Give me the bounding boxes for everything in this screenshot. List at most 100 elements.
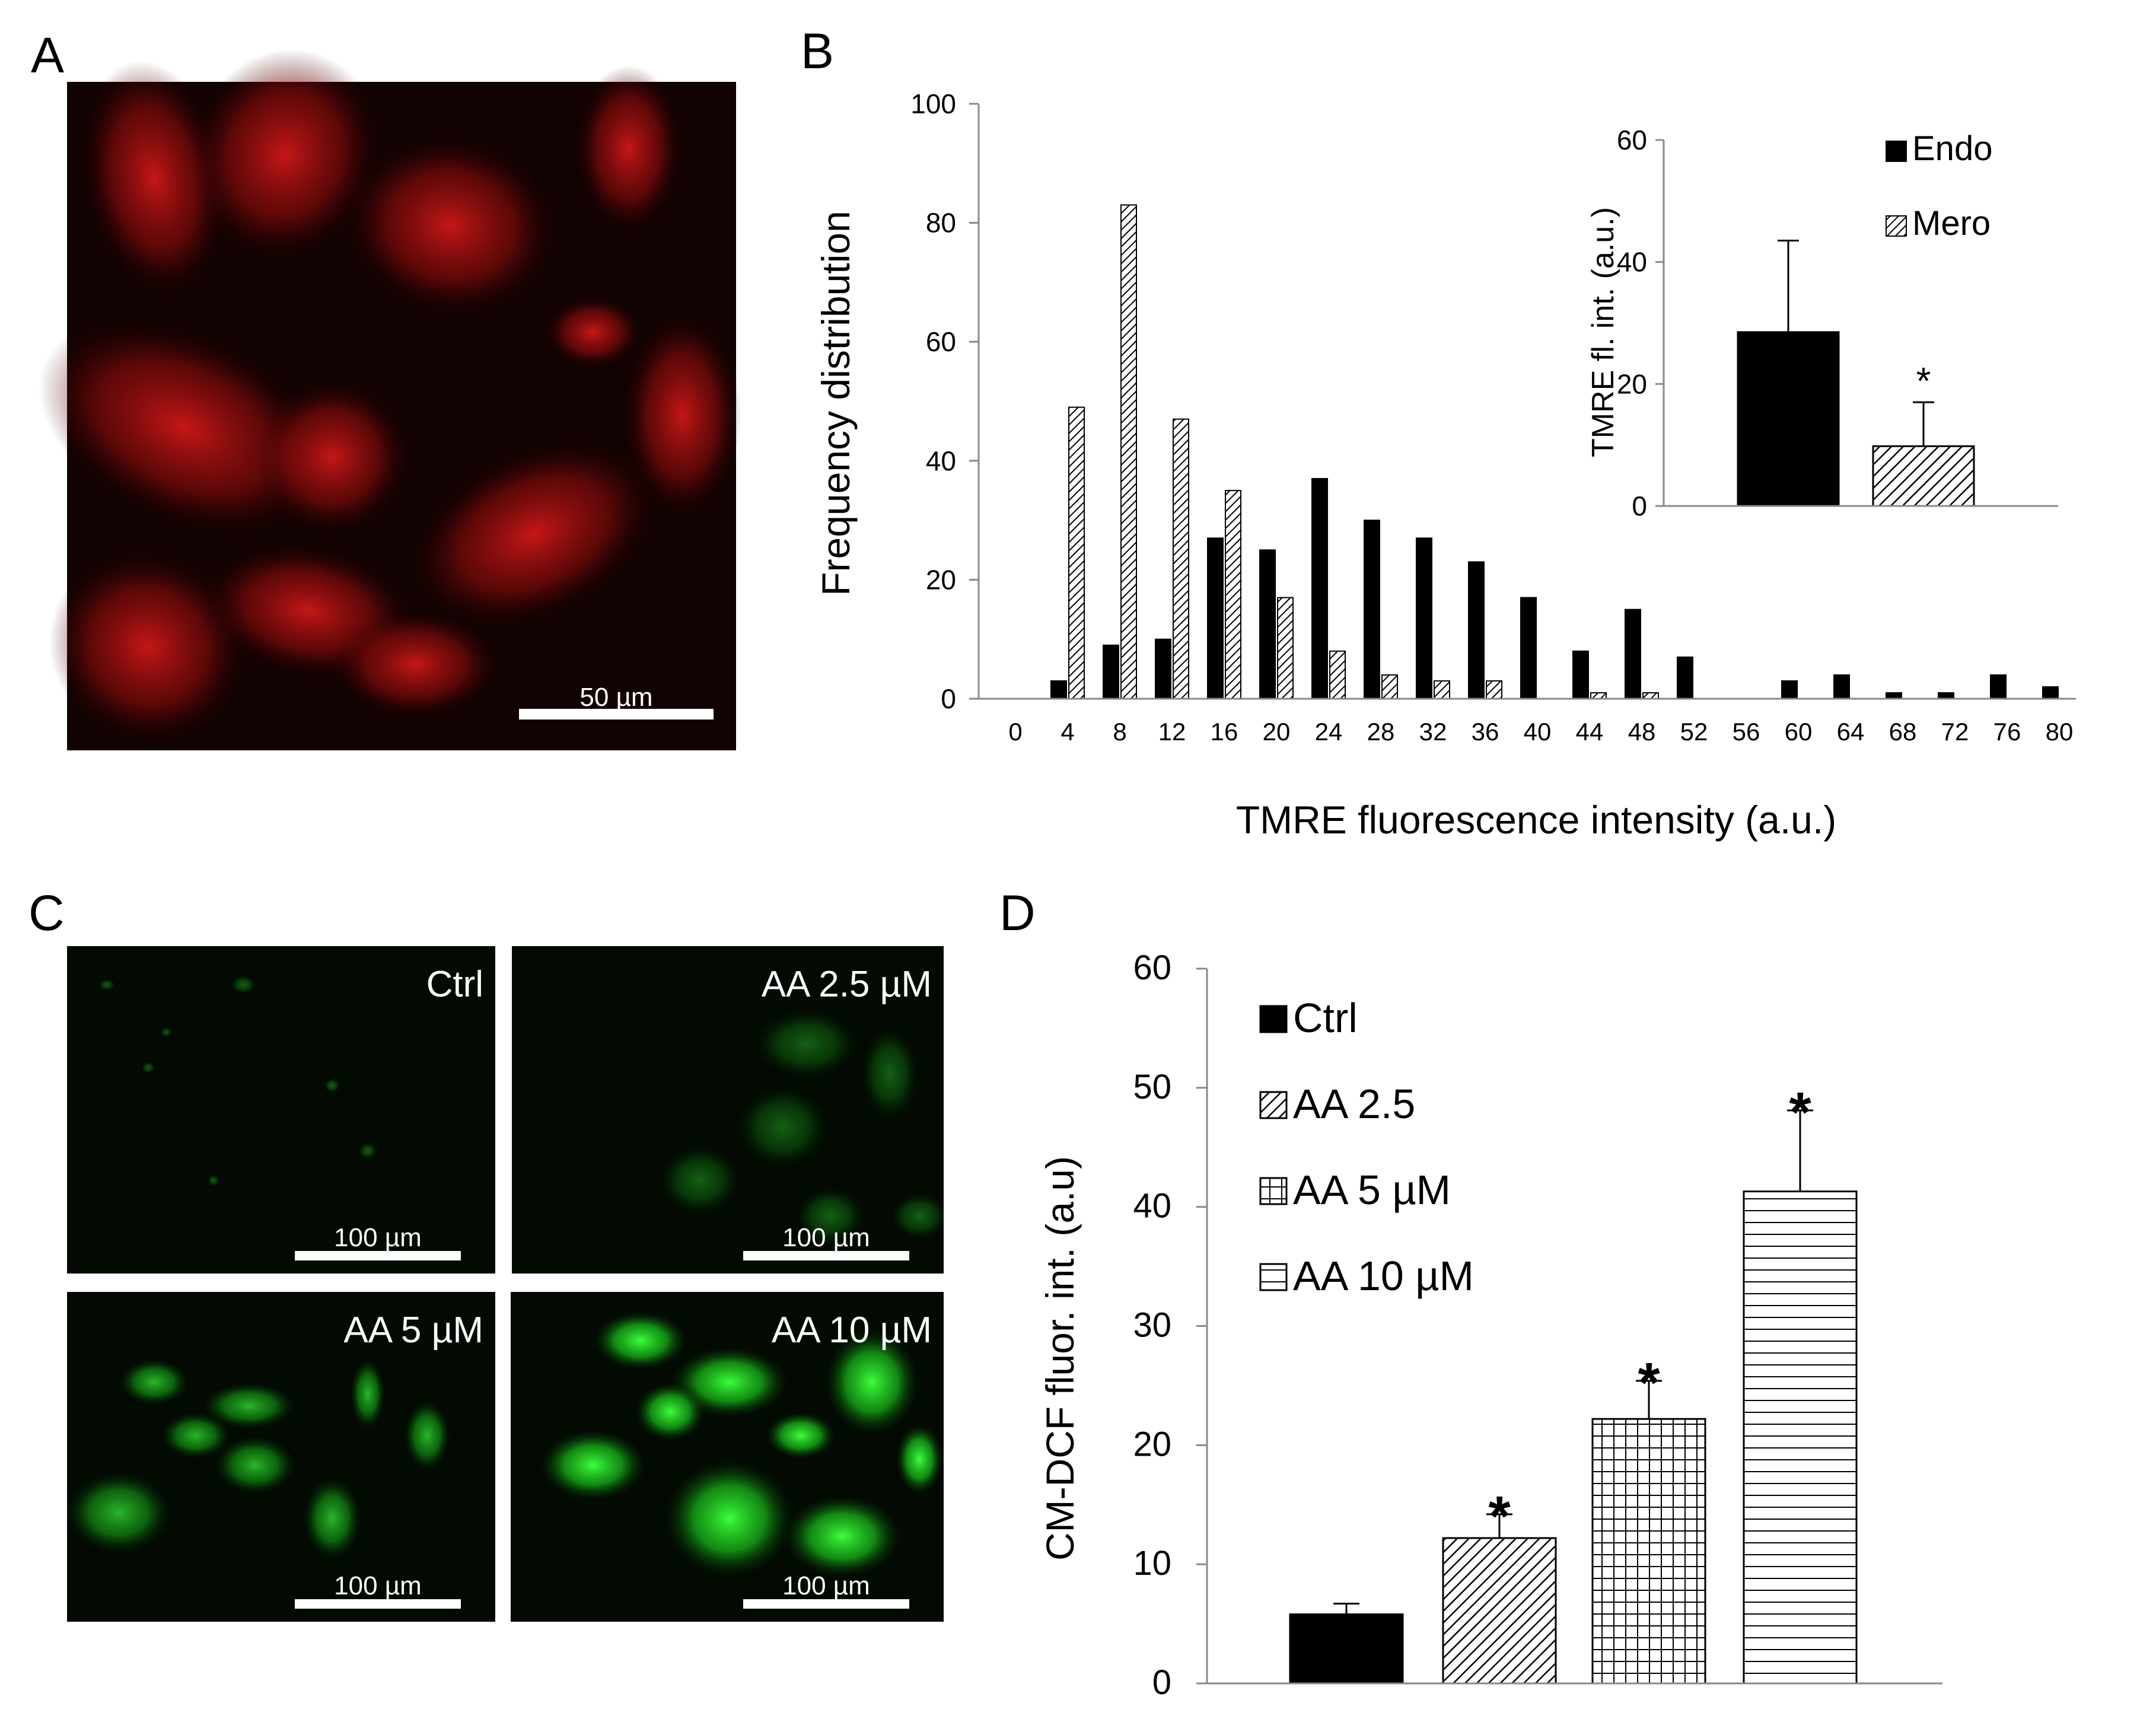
chart-b-bar-endo-16 — [1833, 674, 1850, 700]
chart-b-ytick-3: 60 — [926, 326, 956, 357]
scale-bar-c-0 — [295, 1251, 461, 1260]
scale-bar-c-1 — [743, 1251, 909, 1260]
chart-b-inset-bar-endo — [1737, 331, 1840, 507]
micrograph-c-0-background — [67, 946, 495, 1274]
chart-d-ylabel: CM-DCF fluor. int. (a.u) — [1038, 1156, 1082, 1561]
chart-d-legend-swatch-3 — [1259, 1263, 1288, 1291]
chart-b-bar-endo-2 — [1103, 644, 1119, 699]
cell-c-2-2 — [350, 1358, 386, 1430]
chart-b-inset-legend-label-1: Mero — [1912, 204, 1991, 243]
chart-b-xtick-5: 20 — [1263, 718, 1291, 746]
chart-b-xtick-3: 12 — [1158, 718, 1186, 746]
micrograph-c-2-label: AA 5 µM — [343, 1310, 483, 1351]
panel-label-a: A — [31, 27, 64, 83]
chart-b-bar-endo-3 — [1155, 638, 1171, 699]
chart-d-ytick-6: 60 — [1133, 948, 1171, 987]
micrograph-c-3-cells — [540, 1311, 943, 1578]
chart-b-bar-mero-3 — [1173, 418, 1189, 700]
scale-bar-c-2 — [295, 1599, 461, 1609]
chart-b-bar-endo-1 — [1050, 680, 1067, 700]
cell-c-3-4 — [664, 1459, 795, 1578]
chart-d-ytick-4: 40 — [1133, 1187, 1171, 1225]
micrograph-a-cells — [38, 49, 741, 743]
chart-d-legend-label-1: AA 2.5 — [1293, 1081, 1415, 1127]
chart-b-inset-legend-label-0: Endo — [1912, 129, 1992, 168]
micrograph-c-3-label: AA 10 µM — [772, 1310, 932, 1351]
cell-c-3-8 — [765, 1412, 836, 1459]
chart-d-bar: * * * 0 10 20 30 40 50 60 CM-DCF fluor. int. (a.… — [1038, 948, 1942, 1702]
chart-b-inset-ytick-1: 20 — [1617, 368, 1647, 399]
chart-b-xtick-14: 56 — [1733, 718, 1760, 746]
chart-b-inset-legend-swatch-1 — [1886, 215, 1907, 237]
chart-b-xtick-13: 52 — [1680, 718, 1708, 746]
chart-b-ytick-1: 20 — [926, 564, 956, 595]
cell-c-2-7 — [403, 1400, 451, 1471]
chart-b-bar-endo-18 — [1938, 692, 1954, 699]
chart-b-xtick-0: 0 — [1008, 718, 1022, 746]
cell-c-1-4 — [795, 1186, 866, 1246]
chart-b-bar-mero-9 — [1486, 680, 1502, 700]
chart-b-bar-endo-15 — [1781, 680, 1798, 700]
chart-b-ytick-2: 40 — [926, 445, 956, 476]
cell-c-0-5 — [208, 1174, 219, 1186]
scale-bar-c-3 — [743, 1599, 909, 1609]
chart-b-inset-axes: 0 20 40 60 — [1617, 125, 2058, 521]
micrograph-c-0-cells — [98, 975, 377, 1186]
chart-b-xlabel: TMRE fluorescence intensity (a.u.) — [1236, 798, 1836, 842]
chart-d-ytick-5: 50 — [1133, 1068, 1171, 1106]
cell-c-1-3 — [658, 1145, 741, 1216]
cell-c-1-5 — [890, 1192, 944, 1240]
cell-c-3-5 — [783, 1495, 902, 1578]
chart-b-inset-ytick-3: 60 — [1617, 125, 1647, 155]
micrograph-c-0-label: Ctrl — [426, 964, 483, 1005]
chart-b-inset-ylabel: TMRE fl. int. (a.u.) — [1586, 207, 1620, 457]
scale-bar-c-2-label: 100 µm — [334, 1571, 422, 1600]
chart-b-bar-endo-8 — [1416, 537, 1432, 699]
cell-c-3-0 — [593, 1311, 688, 1370]
chart-b-bar-endo-10 — [1520, 597, 1537, 699]
micrograph-c-3: AA 10 µM 100 µm — [511, 1292, 944, 1622]
chart-b-xtick-7: 28 — [1367, 718, 1395, 746]
micrograph-c-2-cells — [67, 1358, 451, 1560]
cell-2 — [344, 136, 558, 315]
chart-b-bar-endo-4 — [1207, 537, 1224, 699]
chart-b-xtick-19: 76 — [1993, 718, 2021, 746]
cell-c-0-1 — [230, 975, 256, 994]
chart-b-inset-ytick-2: 40 — [1617, 247, 1647, 278]
cell-c-2-1 — [202, 1382, 297, 1430]
chart-b-inset-bar-mero — [1872, 445, 1975, 507]
chart-b-bar-mero-11 — [1590, 692, 1607, 699]
cell-4 — [38, 319, 330, 535]
micrograph-c-1-label: AA 2.5 µM — [762, 964, 932, 1005]
chart-b-inset-legend-swatch-0 — [1886, 141, 1907, 162]
cell-c-3-6 — [635, 1382, 706, 1441]
chart-b-xtick-16: 64 — [1837, 718, 1865, 746]
chart-d-legend-label-2: AA 5 µM — [1293, 1167, 1451, 1213]
chart-d-ytick-1: 10 — [1133, 1544, 1171, 1583]
panel-label-b: B — [801, 23, 834, 79]
cell-c-1-2 — [860, 1026, 919, 1121]
chart-b-bar-endo-7 — [1364, 520, 1380, 699]
chart-d-bars: * * * — [1289, 1081, 1858, 1685]
cell-c-2-3 — [67, 1471, 172, 1554]
cell-c-1-1 — [735, 1085, 830, 1169]
chart-d-ytick-3: 30 — [1133, 1306, 1171, 1345]
cell-c-3-3 — [540, 1430, 647, 1501]
chart-b-xtick-18: 72 — [1941, 718, 1969, 746]
chart-d-bar-0 — [1289, 1613, 1404, 1685]
chart-d-legend-swatch-0 — [1259, 1005, 1288, 1033]
cell-c-2-6 — [160, 1412, 231, 1459]
cell-0 — [81, 60, 228, 296]
scale-bar-c-3-label: 100 µm — [782, 1571, 870, 1600]
micrograph-c-1: AA 2.5 µM 100 µm — [512, 946, 944, 1274]
chart-b-bar-mero-1 — [1068, 406, 1085, 700]
chart-b-ytick-4: 80 — [926, 208, 956, 238]
chart-b-ylabel: Frequency distribution — [814, 211, 858, 596]
chart-b-bar-mero-4 — [1225, 489, 1241, 699]
chart-b-ytick-0: 0 — [941, 683, 956, 714]
cell-c-0-2 — [141, 1062, 155, 1074]
micrograph-c-0: Ctrl 100 µm — [67, 946, 495, 1274]
chart-b-bar-endo-19 — [1990, 674, 2007, 700]
chart-d-legend-swatch-1 — [1259, 1091, 1288, 1119]
